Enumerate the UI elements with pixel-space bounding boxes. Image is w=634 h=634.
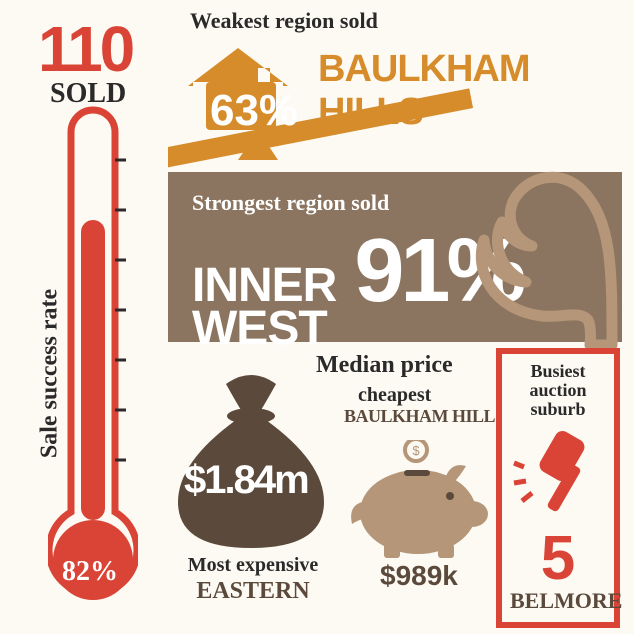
busiest-name: BELMORE [510, 588, 606, 614]
busiest-panel: Busiest auction suburb 5 BELMORE [496, 348, 620, 628]
expensive-value: $1.84m [184, 458, 308, 503]
success-rate-value: 82% [62, 556, 118, 588]
expensive-name: EASTERN [168, 578, 338, 605]
svg-text:$: $ [412, 443, 420, 458]
weakest-percent: 63% [210, 86, 298, 136]
thermometer: 110 SOLD Sale success rate 82% [0, 0, 140, 634]
gavel-icon [510, 425, 610, 525]
thermometer-icon [48, 100, 138, 620]
cheapest-label: cheapest [358, 384, 431, 407]
strongest-panel: Strongest region sold INNERWEST 91% [168, 172, 622, 342]
sold-count: 110 [38, 12, 132, 86]
expensive-label: Most expensive [168, 554, 338, 577]
cheapest-value: $989k [380, 560, 458, 592]
weakest-region-name: BAULKHAM HILLS [318, 48, 634, 134]
flex-arm-icon [462, 150, 632, 350]
piggy-bank-icon: $ [346, 440, 496, 560]
busiest-heading: Busiest auction suburb [510, 362, 606, 419]
busiest-count: 5 [510, 531, 606, 587]
cheapest-name: BAULKHAM HILLS [344, 406, 505, 427]
strongest-region-name: INNERWEST [192, 264, 336, 350]
median-heading: Median price [316, 352, 453, 379]
